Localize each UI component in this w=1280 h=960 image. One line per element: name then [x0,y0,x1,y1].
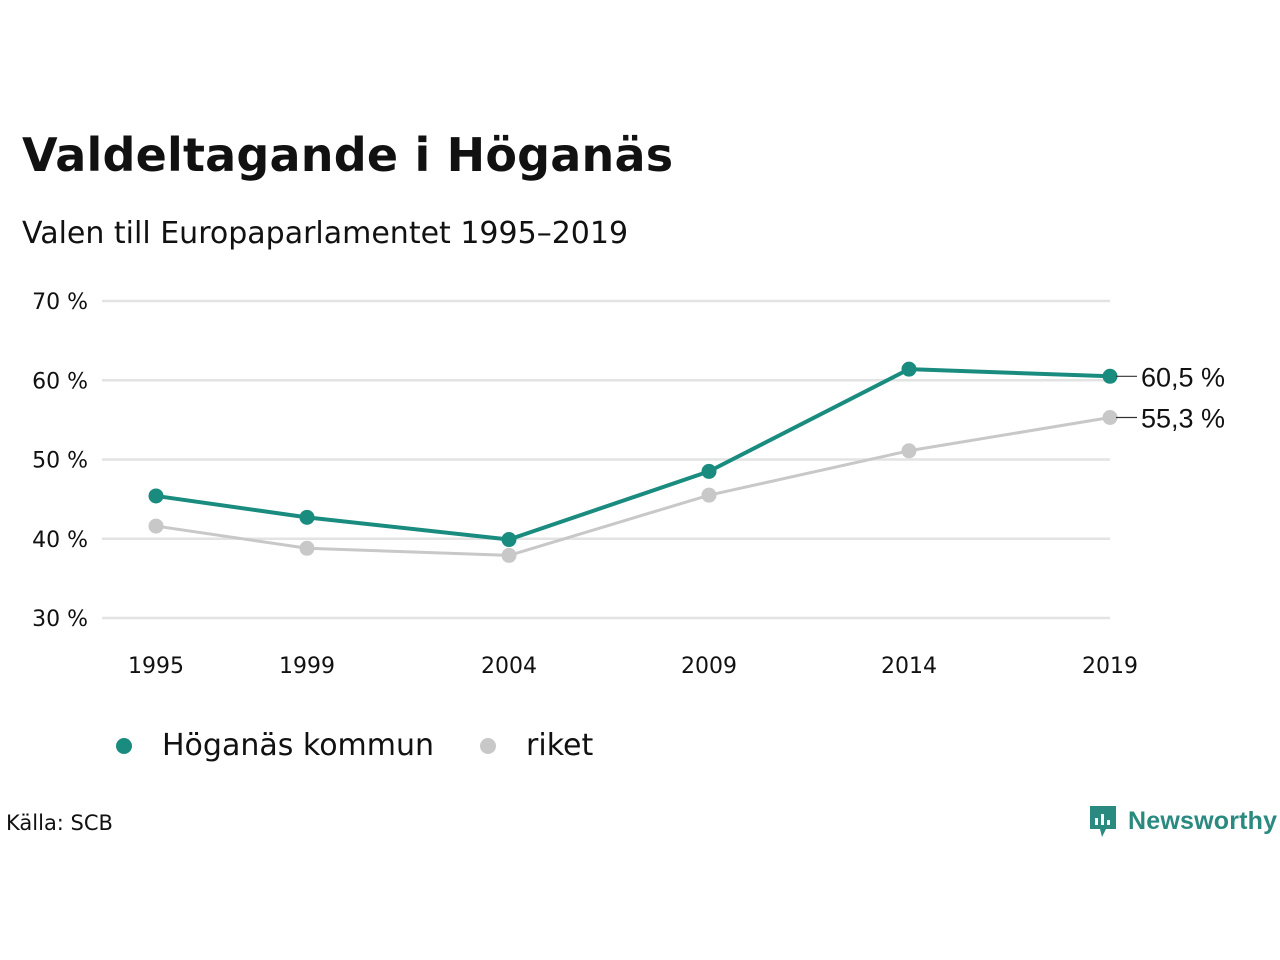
y-tick-label: 60 % [32,369,88,394]
end-value-label: 60,5 % [1141,362,1225,392]
data-point[interactable] [901,443,917,459]
series-line-hoganas [155,367,1111,542]
x-tick-label: 2019 [1082,654,1138,679]
x-tick-label: 2014 [881,654,937,679]
data-point[interactable] [1102,409,1118,425]
data-point[interactable] [501,532,517,548]
legend: Höganäs kommun riket [116,728,639,763]
x-tick-label: 1995 [128,654,184,679]
series-group [148,361,1118,563]
data-point[interactable] [1102,368,1118,384]
gridlines [102,299,1110,620]
data-point[interactable] [299,540,315,556]
legend-item-riket[interactable]: riket [480,728,593,763]
chart-subtitle: Valen till Europaparlamentet 1995–2019 [22,216,629,251]
x-tick-label: 2009 [681,654,737,679]
bar-chart-speech-bubble-icon [1090,806,1116,837]
series-line-riket [155,416,1111,557]
y-tick-label: 40 % [32,528,88,553]
brand-logo[interactable]: Newsworthy [1088,803,1277,839]
x-tick-label: 2004 [481,654,537,679]
y-tick-label: 70 % [32,290,88,315]
y-axis-ticks: 30 % 40 % 50 % 60 % 70 % [32,290,88,632]
legend-dot-icon [116,737,132,754]
legend-label-riket: riket [526,728,594,763]
data-point[interactable] [701,487,717,503]
x-tick-label: 1999 [279,654,335,679]
legend-label-hoganas: Höganäs kommun [162,728,435,763]
end-labels: 55,3 % 60,5 % [1116,362,1225,433]
end-value-label: 55,3 % [1141,403,1225,433]
x-axis-ticks: 1995 1999 2004 2009 2014 2019 [128,654,1138,679]
data-point[interactable] [501,547,517,563]
brand-name: Newsworthy [1128,806,1278,835]
data-point[interactable] [901,361,917,377]
data-point[interactable] [148,488,164,504]
data-point[interactable] [148,518,164,534]
data-point[interactable] [701,463,717,479]
chart-title: Valdeltagande i Höganäs [22,128,674,182]
source-note: Källa: SCB [6,811,113,835]
y-tick-label: 30 % [32,607,88,632]
legend-dot-icon [480,737,497,754]
data-point[interactable] [299,509,315,525]
y-tick-label: 50 % [32,449,88,474]
legend-item-hoganas[interactable]: Höganäs kommun [116,728,434,763]
